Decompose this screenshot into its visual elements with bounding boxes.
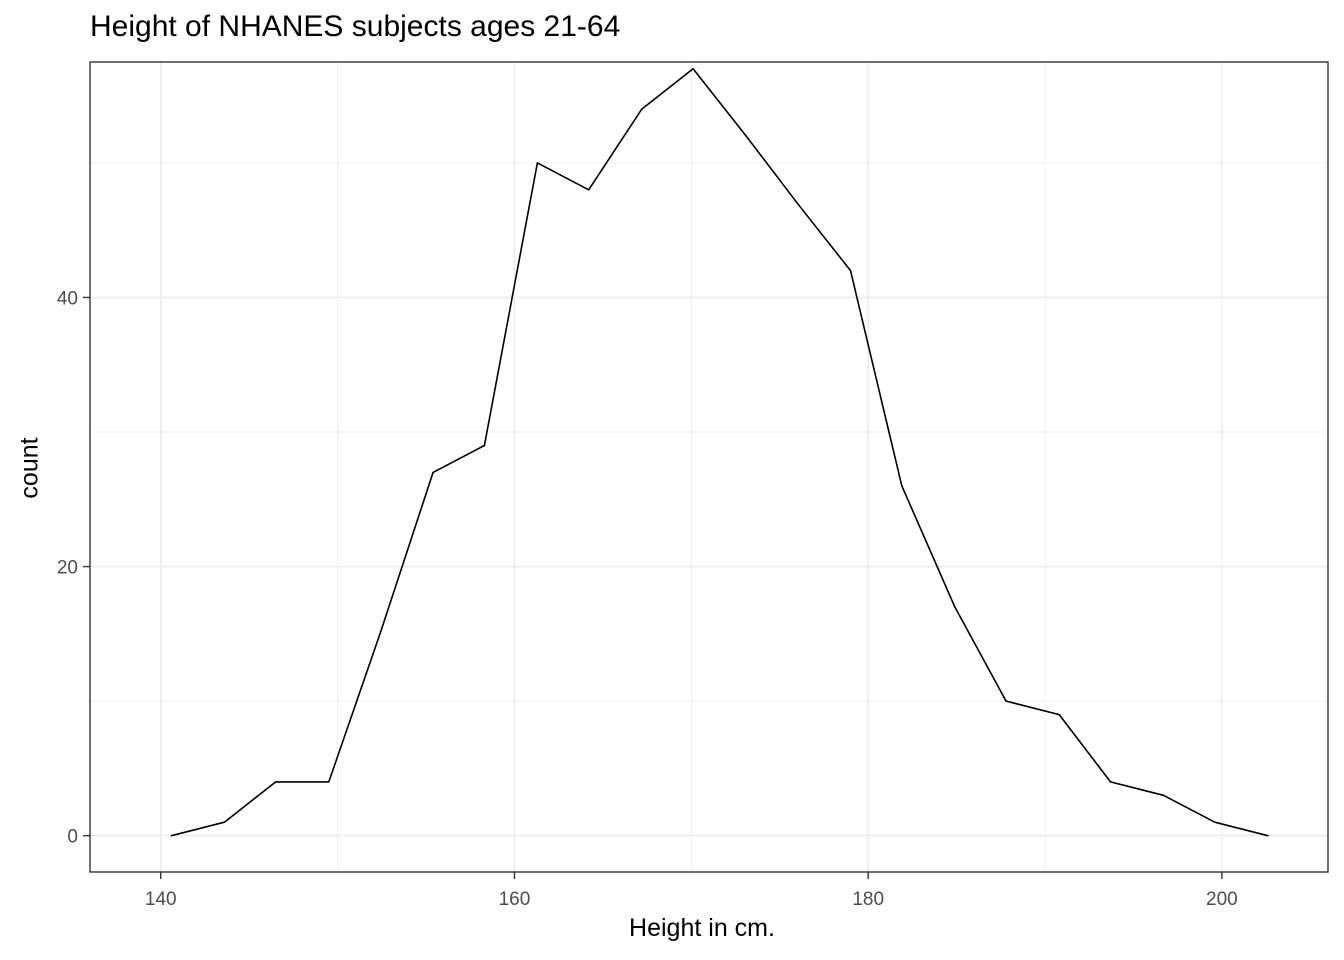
- data-point: [745, 135, 747, 137]
- x-tick-label: 180: [852, 889, 884, 910]
- data-point: [327, 781, 330, 783]
- data-point: [1214, 821, 1216, 824]
- data-point: [796, 202, 799, 205]
- series-line: [171, 67, 1269, 837]
- data-point: [1162, 794, 1165, 797]
- y-tick-label: 40: [57, 288, 78, 309]
- data-point: [954, 606, 956, 608]
- data-point: [1109, 781, 1112, 783]
- data-point: [536, 162, 539, 164]
- data-point: [900, 485, 903, 487]
- data-point: [1058, 713, 1060, 716]
- y-axis-title: count: [15, 437, 44, 499]
- data-point: [849, 269, 852, 272]
- data-point: [379, 633, 381, 635]
- plot-panel-border: [89, 61, 1329, 873]
- data-point: [483, 444, 486, 447]
- data-point: [640, 108, 643, 110]
- x-axis-title: Height in cm.: [0, 914, 1344, 943]
- data-point: [692, 67, 694, 70]
- x-tick-label: 160: [499, 889, 531, 910]
- grid-lines: [90, 62, 1328, 872]
- chart-title: Height of NHANES subjects ages 21-64: [90, 10, 621, 43]
- data-point: [432, 471, 434, 474]
- x-axis-title-text: Height in cm.: [629, 914, 775, 942]
- series-layer: [170, 67, 1269, 837]
- x-tick-label: 140: [145, 889, 177, 910]
- data-point: [170, 834, 173, 837]
- axis-ticks: 140 160 180 200 0 20 40: [57, 288, 1238, 910]
- data-point: [223, 821, 226, 824]
- y-tick-label: 20: [57, 558, 78, 579]
- data-point: [587, 189, 590, 191]
- y-tick-label: 0: [67, 827, 78, 848]
- data-point: [1005, 700, 1007, 702]
- data-point: [274, 781, 277, 783]
- data-point: [1267, 834, 1269, 837]
- x-tick-label: 200: [1206, 889, 1238, 910]
